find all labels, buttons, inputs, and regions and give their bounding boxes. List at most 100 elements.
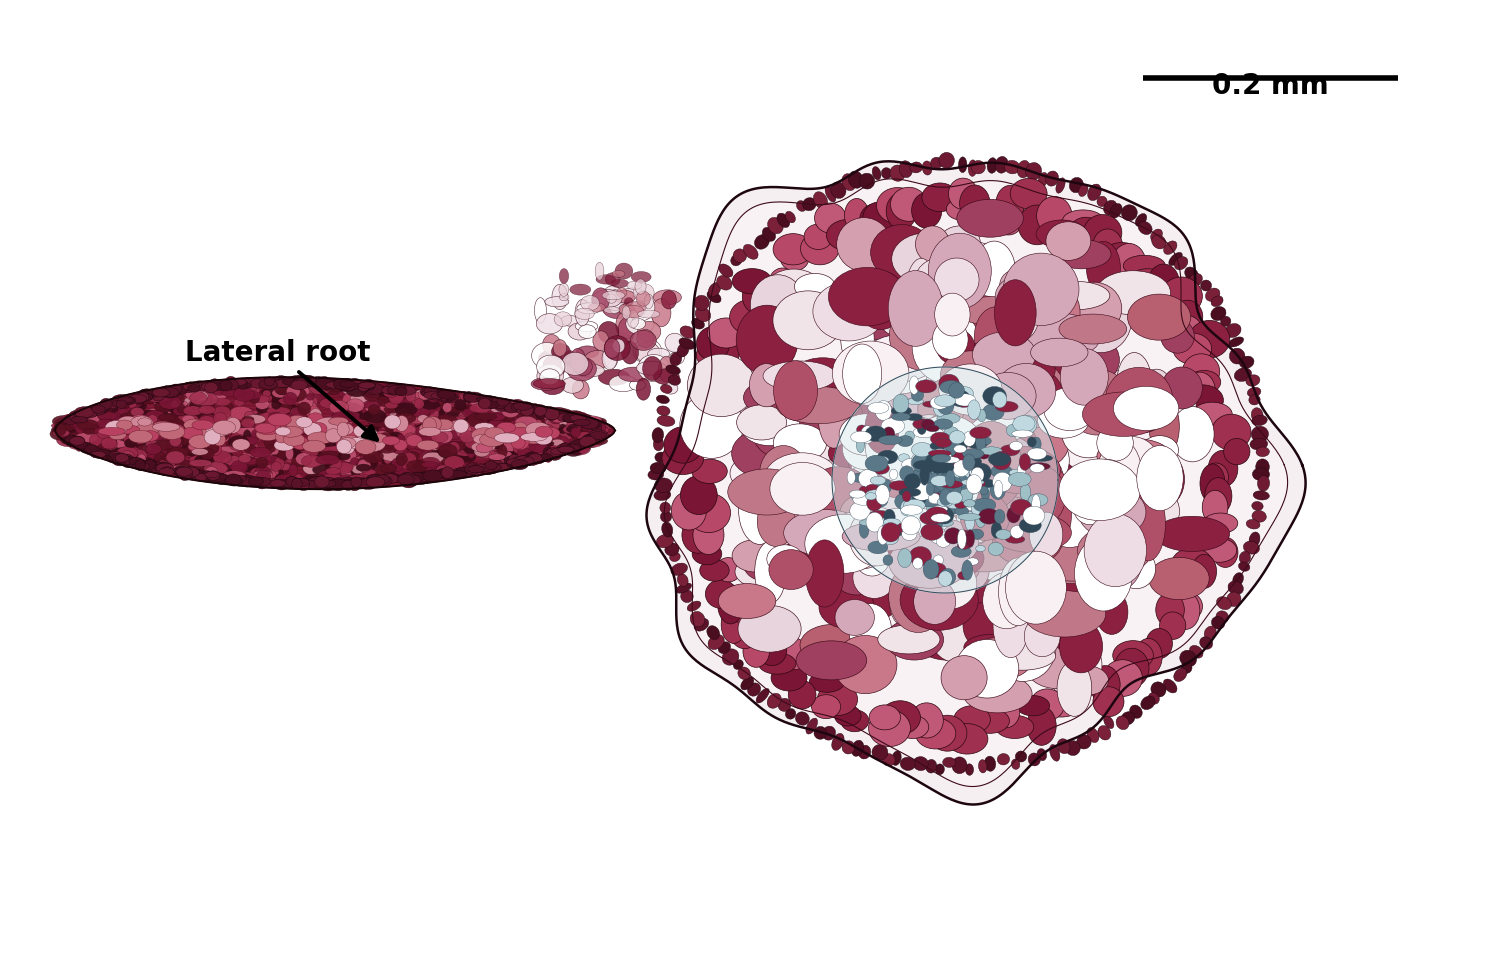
Ellipse shape <box>856 355 898 404</box>
Ellipse shape <box>972 464 992 482</box>
Ellipse shape <box>280 414 300 423</box>
Ellipse shape <box>1016 363 1064 408</box>
Ellipse shape <box>556 430 572 440</box>
Ellipse shape <box>330 402 352 410</box>
Ellipse shape <box>382 470 402 481</box>
Ellipse shape <box>142 427 165 441</box>
Ellipse shape <box>362 442 370 455</box>
Ellipse shape <box>74 441 87 449</box>
Ellipse shape <box>516 431 531 445</box>
Ellipse shape <box>154 452 166 466</box>
Ellipse shape <box>320 399 338 408</box>
Ellipse shape <box>990 452 1062 498</box>
Ellipse shape <box>1077 735 1090 750</box>
Ellipse shape <box>279 445 302 459</box>
Ellipse shape <box>477 447 490 456</box>
Ellipse shape <box>840 554 904 621</box>
Ellipse shape <box>454 400 466 411</box>
Ellipse shape <box>201 458 213 467</box>
Ellipse shape <box>670 563 687 576</box>
Ellipse shape <box>192 469 202 478</box>
Ellipse shape <box>309 424 324 435</box>
Ellipse shape <box>564 414 573 426</box>
Ellipse shape <box>426 388 445 400</box>
Ellipse shape <box>588 303 606 312</box>
Ellipse shape <box>950 430 964 444</box>
Ellipse shape <box>264 377 274 386</box>
Ellipse shape <box>489 454 506 460</box>
Ellipse shape <box>951 311 1000 366</box>
Text: 0.2 mm: 0.2 mm <box>1212 73 1329 100</box>
Ellipse shape <box>87 426 109 436</box>
Ellipse shape <box>819 387 849 448</box>
Ellipse shape <box>1136 213 1146 227</box>
Ellipse shape <box>744 380 796 415</box>
Ellipse shape <box>498 445 507 458</box>
Ellipse shape <box>585 423 609 429</box>
Ellipse shape <box>504 403 519 413</box>
Ellipse shape <box>54 423 78 435</box>
Ellipse shape <box>975 433 986 452</box>
Ellipse shape <box>558 446 573 453</box>
Ellipse shape <box>939 470 952 489</box>
Ellipse shape <box>736 405 786 440</box>
Ellipse shape <box>928 430 1007 473</box>
Ellipse shape <box>356 440 376 454</box>
Ellipse shape <box>1028 448 1047 460</box>
Ellipse shape <box>195 383 207 390</box>
Ellipse shape <box>956 507 969 515</box>
Ellipse shape <box>585 424 608 436</box>
Ellipse shape <box>153 397 173 406</box>
Ellipse shape <box>374 437 387 443</box>
Ellipse shape <box>154 440 174 450</box>
Ellipse shape <box>150 410 164 423</box>
Ellipse shape <box>476 402 489 412</box>
Ellipse shape <box>1192 402 1231 426</box>
Ellipse shape <box>603 342 618 369</box>
Ellipse shape <box>543 450 556 459</box>
Ellipse shape <box>332 478 345 485</box>
Ellipse shape <box>548 425 562 437</box>
Ellipse shape <box>136 433 150 443</box>
Ellipse shape <box>348 387 369 395</box>
Ellipse shape <box>501 439 518 452</box>
Ellipse shape <box>847 425 904 494</box>
Ellipse shape <box>458 425 470 438</box>
Ellipse shape <box>874 352 927 394</box>
Ellipse shape <box>957 483 978 490</box>
Ellipse shape <box>150 461 160 468</box>
Ellipse shape <box>136 438 158 451</box>
Ellipse shape <box>130 398 144 410</box>
Ellipse shape <box>195 456 211 466</box>
Ellipse shape <box>654 478 672 492</box>
Ellipse shape <box>944 441 957 456</box>
Ellipse shape <box>69 437 86 445</box>
Ellipse shape <box>70 412 93 418</box>
Ellipse shape <box>1046 222 1090 260</box>
Ellipse shape <box>556 438 579 452</box>
Ellipse shape <box>938 396 954 415</box>
Ellipse shape <box>423 416 441 432</box>
Ellipse shape <box>621 341 639 364</box>
Ellipse shape <box>296 453 312 466</box>
Ellipse shape <box>274 457 284 470</box>
Ellipse shape <box>1062 473 1095 516</box>
Ellipse shape <box>564 351 576 366</box>
Ellipse shape <box>1203 513 1237 533</box>
Ellipse shape <box>560 444 572 453</box>
Ellipse shape <box>518 403 538 414</box>
Ellipse shape <box>496 424 508 434</box>
Ellipse shape <box>1084 513 1146 587</box>
Ellipse shape <box>1098 439 1142 509</box>
Ellipse shape <box>494 399 507 408</box>
Ellipse shape <box>920 450 964 487</box>
Ellipse shape <box>836 293 903 340</box>
Ellipse shape <box>297 438 307 445</box>
Ellipse shape <box>939 374 960 393</box>
Ellipse shape <box>930 483 969 512</box>
Ellipse shape <box>87 445 104 455</box>
Ellipse shape <box>1215 421 1248 441</box>
Ellipse shape <box>240 423 258 435</box>
Ellipse shape <box>192 411 200 421</box>
Ellipse shape <box>176 466 196 472</box>
